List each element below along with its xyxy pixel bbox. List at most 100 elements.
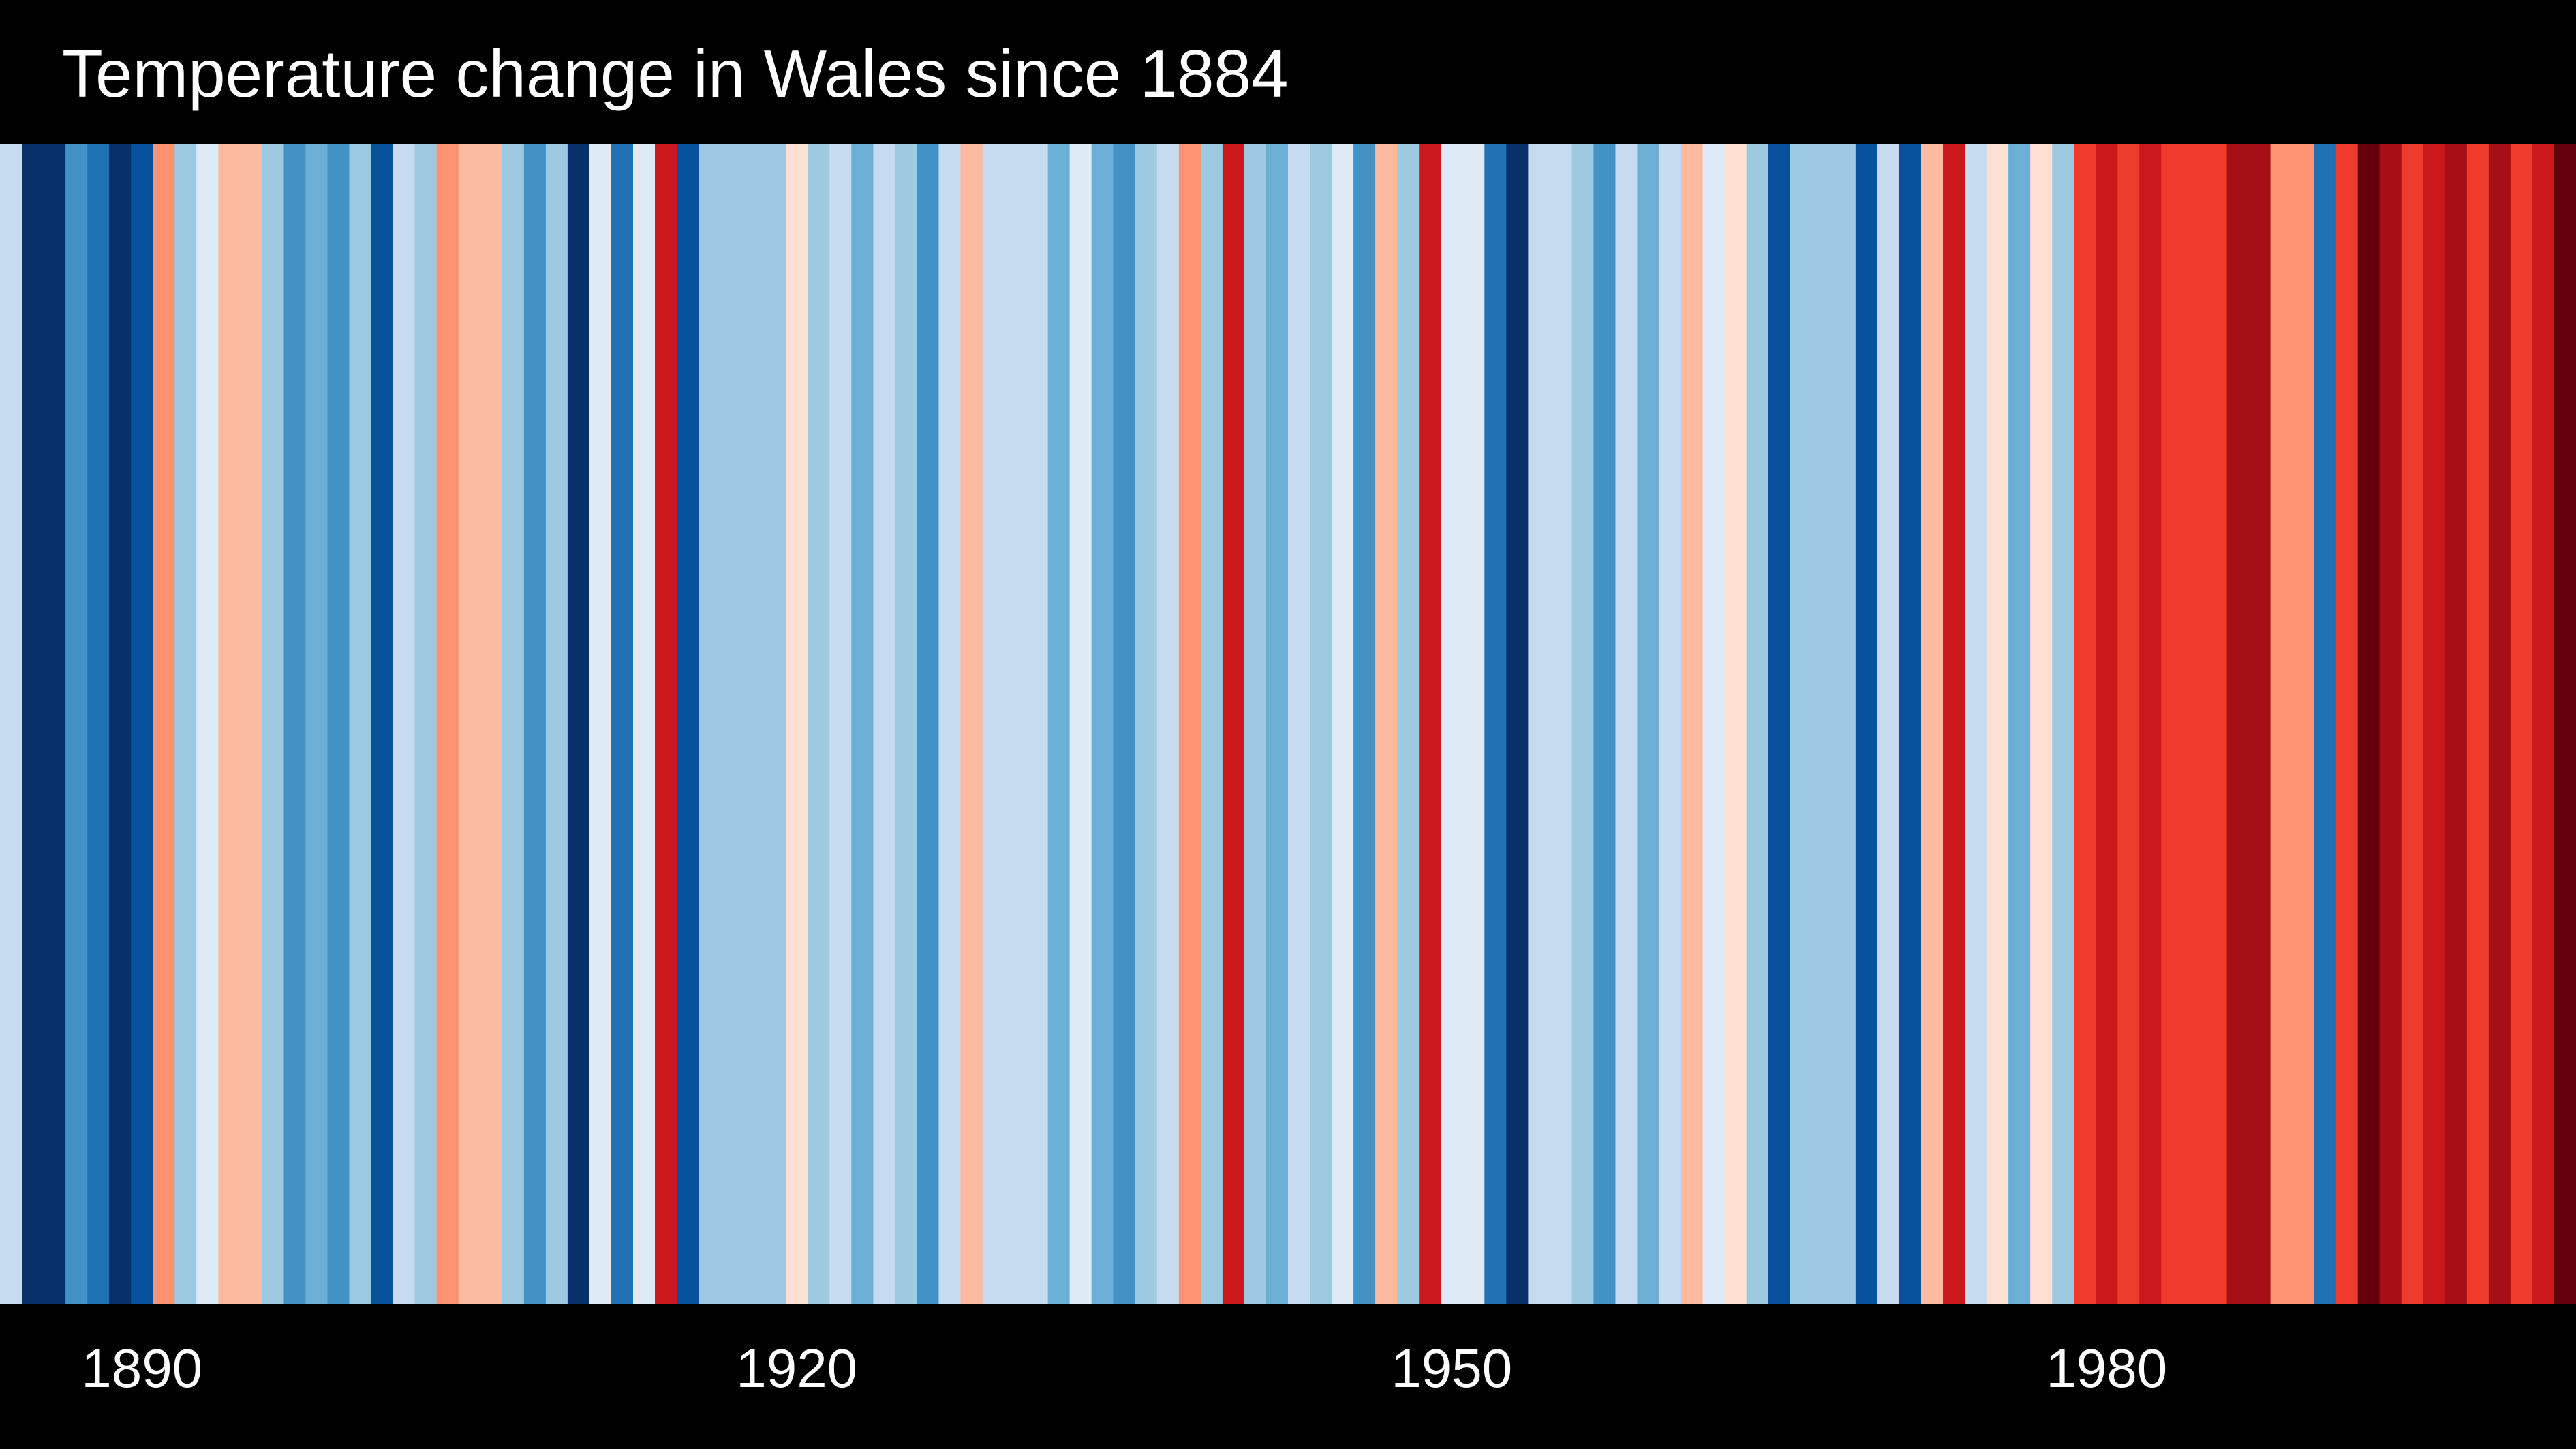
stripe-1884 bbox=[0, 144, 22, 1304]
stripe-1947 bbox=[1375, 144, 1398, 1304]
stripe-1920 bbox=[786, 144, 808, 1304]
stripe-1960 bbox=[1659, 144, 1682, 1304]
stripe-1995 bbox=[2423, 144, 2446, 1304]
stripe-1922 bbox=[829, 144, 852, 1304]
stripe-1988 bbox=[2270, 144, 2293, 1304]
stripe-1911 bbox=[589, 144, 612, 1304]
stripe-1959 bbox=[1637, 144, 1660, 1304]
stripe-2001 bbox=[2554, 144, 2576, 1304]
stripe-1968 bbox=[1833, 144, 1856, 1304]
stripe-1891 bbox=[153, 144, 175, 1304]
x-tick-label-1890: 1890 bbox=[81, 1338, 202, 1399]
stripe-1997 bbox=[2466, 144, 2489, 1304]
stripe-1986 bbox=[2226, 144, 2250, 1304]
stripe-1974 bbox=[1965, 144, 1987, 1304]
stripe-1961 bbox=[1681, 144, 1704, 1304]
stripe-1984 bbox=[2183, 144, 2206, 1304]
stripe-1994 bbox=[2401, 144, 2424, 1304]
stripe-1978 bbox=[2052, 144, 2074, 1304]
stripe-1890 bbox=[131, 144, 153, 1304]
stripe-1933 bbox=[1069, 144, 1092, 1304]
stripe-1894 bbox=[218, 144, 241, 1304]
x-tick-label-1950: 1950 bbox=[1391, 1338, 1512, 1399]
stripe-1957 bbox=[1593, 144, 1616, 1304]
stripe-1929 bbox=[982, 144, 1005, 1304]
stripe-1924 bbox=[873, 144, 895, 1304]
stripe-1969 bbox=[1855, 144, 1878, 1304]
stripe-1923 bbox=[851, 144, 874, 1304]
stripe-1888 bbox=[87, 144, 110, 1304]
stripe-1971 bbox=[1899, 144, 1922, 1304]
stripe-1970 bbox=[1877, 144, 1900, 1304]
x-tick-label-1980: 1980 bbox=[2046, 1338, 2167, 1399]
stripe-1998 bbox=[2488, 144, 2511, 1304]
stripe-1901 bbox=[371, 144, 394, 1304]
stripe-1915 bbox=[677, 144, 699, 1304]
stripe-1925 bbox=[895, 144, 918, 1304]
stripe-1905 bbox=[458, 144, 481, 1304]
stripe-1979 bbox=[2074, 144, 2096, 1304]
stripe-1912 bbox=[611, 144, 634, 1304]
stripe-1952 bbox=[1484, 144, 1507, 1304]
stripe-1910 bbox=[567, 144, 590, 1304]
stripe-1930 bbox=[1004, 144, 1027, 1304]
stripe-1990 bbox=[2314, 144, 2337, 1304]
stripe-1938 bbox=[1178, 144, 1201, 1304]
stripe-1996 bbox=[2444, 144, 2468, 1304]
stripe-1899 bbox=[327, 144, 350, 1304]
stripe-1895 bbox=[240, 144, 262, 1304]
stripes-group bbox=[0, 144, 2576, 1304]
stripe-1983 bbox=[2161, 144, 2183, 1304]
stripe-1913 bbox=[632, 144, 656, 1304]
stripe-1982 bbox=[2139, 144, 2162, 1304]
stripe-1916 bbox=[699, 144, 721, 1304]
stripe-1934 bbox=[1091, 144, 1114, 1304]
stripe-1991 bbox=[2335, 144, 2359, 1304]
stripe-1940 bbox=[1222, 144, 1245, 1304]
stripe-1944 bbox=[1310, 144, 1332, 1304]
stripe-1906 bbox=[480, 144, 503, 1304]
stripe-1897 bbox=[283, 144, 307, 1304]
stripe-1886 bbox=[44, 144, 66, 1304]
stripe-1926 bbox=[917, 144, 940, 1304]
stripe-1918 bbox=[742, 144, 765, 1304]
stripe-1993 bbox=[2379, 144, 2402, 1304]
stripe-1937 bbox=[1156, 144, 1180, 1304]
stripe-1917 bbox=[720, 144, 743, 1304]
stripe-1893 bbox=[196, 144, 219, 1304]
stripe-1931 bbox=[1026, 144, 1049, 1304]
stripe-1935 bbox=[1113, 144, 1136, 1304]
stripe-1903 bbox=[414, 144, 438, 1304]
stripe-1904 bbox=[436, 144, 459, 1304]
stripe-1907 bbox=[502, 144, 525, 1304]
stripe-1950 bbox=[1441, 144, 1463, 1304]
stripe-1981 bbox=[2117, 144, 2140, 1304]
stripe-1985 bbox=[2205, 144, 2228, 1304]
stripe-1921 bbox=[808, 144, 830, 1304]
stripe-1956 bbox=[1571, 144, 1595, 1304]
stripe-1941 bbox=[1244, 144, 1267, 1304]
x-tick-labels: 18901920195019802010 bbox=[81, 1338, 2167, 1399]
stripe-1942 bbox=[1266, 144, 1289, 1304]
stripe-1889 bbox=[109, 144, 132, 1304]
stripe-1976 bbox=[2008, 144, 2031, 1304]
stripe-1987 bbox=[2248, 144, 2271, 1304]
stripe-1900 bbox=[349, 144, 372, 1304]
stripe-1977 bbox=[2030, 144, 2053, 1304]
stripe-1898 bbox=[305, 144, 328, 1304]
stripe-1953 bbox=[1506, 144, 1529, 1304]
stripe-1928 bbox=[960, 144, 983, 1304]
stripe-1966 bbox=[1790, 144, 1813, 1304]
stripe-1951 bbox=[1462, 144, 1485, 1304]
stripe-1955 bbox=[1550, 144, 1573, 1304]
stripe-1992 bbox=[2357, 144, 2380, 1304]
stripe-1973 bbox=[1943, 144, 1965, 1304]
stripe-1927 bbox=[938, 144, 962, 1304]
stripe-1949 bbox=[1419, 144, 1441, 1304]
stripe-2000 bbox=[2532, 144, 2555, 1304]
stripe-1902 bbox=[393, 144, 416, 1304]
stripe-1896 bbox=[262, 144, 285, 1304]
stripe-1892 bbox=[174, 144, 197, 1304]
stripe-1908 bbox=[523, 144, 547, 1304]
